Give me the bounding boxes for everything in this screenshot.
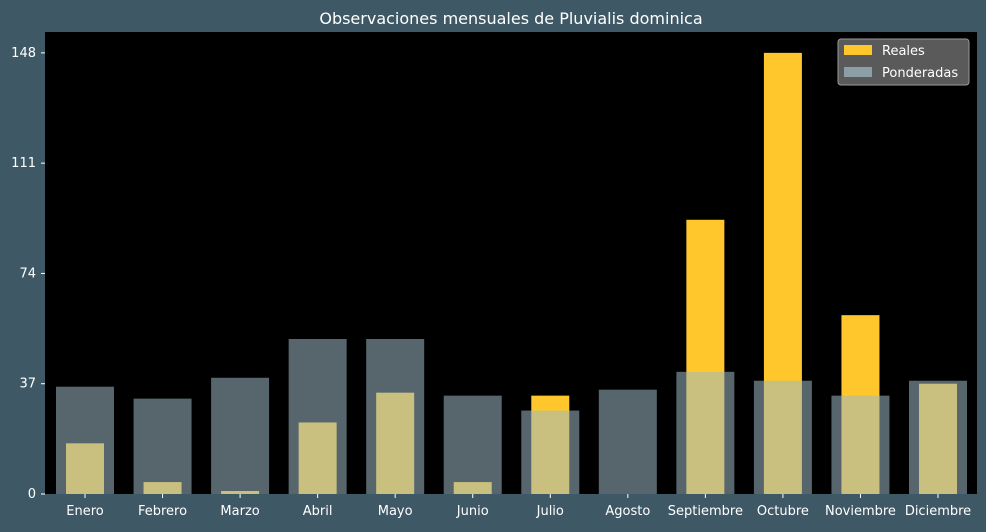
x-tick-label: Febrero bbox=[138, 504, 187, 519]
legend-label-ponderadas: Ponderadas bbox=[882, 66, 958, 81]
x-axis: Enero Febrero Marzo Abril Mayo Junio Julio Agos… bbox=[66, 494, 971, 519]
bar-ponderadas-diciembre bbox=[909, 380, 967, 494]
bar-ponderadas-marzo bbox=[211, 377, 270, 494]
bar-ponderadas-mayo bbox=[366, 339, 425, 494]
chart-title: Observaciones mensuales de Pluvialis dom… bbox=[319, 9, 702, 28]
y-tick-label: 74 bbox=[19, 266, 36, 281]
bar-ponderadas-noviembre bbox=[831, 395, 890, 494]
bar-ponderadas-octubre bbox=[753, 380, 812, 494]
x-tick-label: Agosto bbox=[605, 504, 650, 519]
legend-label-reales: Reales bbox=[882, 44, 925, 59]
x-tick-label: Septiembre bbox=[668, 504, 743, 519]
bar-ponderadas-enero bbox=[56, 386, 114, 494]
y-axis: 0 37 74 111 148 bbox=[11, 46, 45, 502]
bar-ponderadas-febrero bbox=[133, 398, 192, 494]
legend: Reales Ponderadas bbox=[837, 38, 970, 86]
y-tick-label: 111 bbox=[11, 156, 36, 171]
bar-ponderadas-julio bbox=[521, 410, 580, 494]
y-tick-label: 37 bbox=[19, 377, 36, 392]
bar-ponderadas-junio bbox=[443, 395, 502, 494]
x-tick-label: Noviembre bbox=[825, 504, 896, 519]
x-tick-label: Junio bbox=[456, 504, 489, 519]
x-tick-label: Enero bbox=[66, 504, 104, 519]
y-tick-label: 0 bbox=[28, 487, 36, 502]
bar-ponderadas-abril bbox=[288, 339, 347, 494]
legend-swatch-ponderadas bbox=[844, 67, 872, 77]
x-tick-label: Abril bbox=[303, 504, 333, 519]
x-tick-label: Octubre bbox=[757, 504, 809, 519]
plot-area bbox=[45, 32, 977, 494]
bar-ponderadas-agosto bbox=[598, 389, 657, 494]
legend-swatch-reales bbox=[844, 45, 872, 55]
x-tick-label: Marzo bbox=[220, 504, 259, 519]
x-tick-label: Mayo bbox=[378, 504, 413, 519]
bar-ponderadas-septiembre bbox=[676, 371, 735, 494]
y-tick-label: 148 bbox=[11, 46, 36, 61]
series-ponderadas bbox=[56, 339, 967, 494]
x-tick-label: Julio bbox=[536, 504, 564, 519]
x-tick-label: Diciembre bbox=[905, 504, 971, 519]
